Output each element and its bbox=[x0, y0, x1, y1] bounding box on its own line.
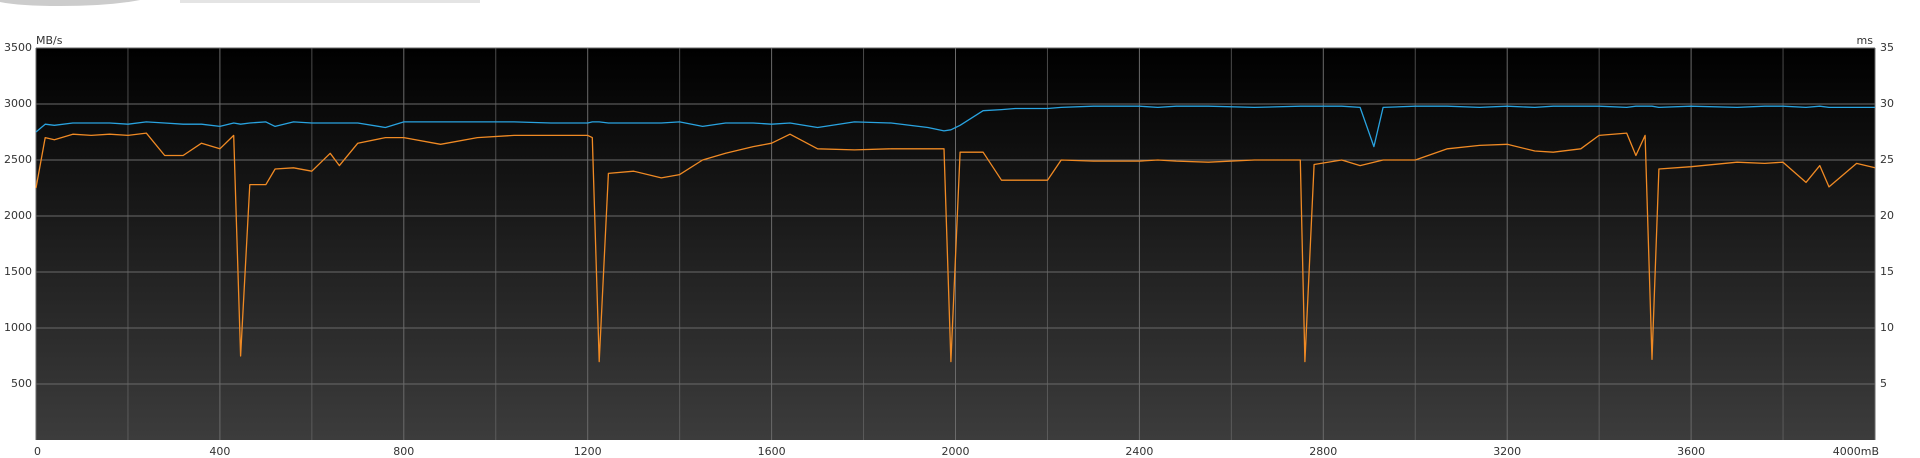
y-tick-label: 500 bbox=[11, 377, 32, 390]
y2-tick-label: 20 bbox=[1880, 209, 1894, 222]
y-tick-label: 1000 bbox=[4, 321, 32, 334]
y-tick-label: 3500 bbox=[4, 41, 32, 54]
y2-tick-label: 5 bbox=[1880, 377, 1887, 390]
x-tick-label: 1200 bbox=[574, 445, 602, 458]
x-tick-label: 800 bbox=[393, 445, 414, 458]
x-tick-label: 3200 bbox=[1493, 445, 1521, 458]
x-tick-label: 1600 bbox=[758, 445, 786, 458]
y2-axis-label: ms bbox=[1857, 34, 1874, 47]
x-tick-label: 0 bbox=[34, 445, 41, 458]
x-tick-label: 2000 bbox=[942, 445, 970, 458]
x-tick-label: 2800 bbox=[1309, 445, 1337, 458]
y2-tick-label: 15 bbox=[1880, 265, 1894, 278]
window-edge bbox=[180, 0, 480, 3]
y-tick-label: 2500 bbox=[4, 153, 32, 166]
series-line bbox=[35, 132, 1876, 363]
x-tick-label: 2400 bbox=[1125, 445, 1153, 458]
y-tick-label: 3000 bbox=[4, 97, 32, 110]
y-tick-label: 2000 bbox=[4, 209, 32, 222]
y2-tick-label: 25 bbox=[1880, 153, 1894, 166]
y2-tick-label: 35 bbox=[1880, 41, 1894, 54]
y2-tick-label: 10 bbox=[1880, 321, 1894, 334]
y2-tick-label: 30 bbox=[1880, 97, 1894, 110]
x-tick-label: 3600 bbox=[1677, 445, 1705, 458]
x-tick-label: 4000mB bbox=[1833, 445, 1879, 458]
y-tick-label: 1500 bbox=[4, 265, 32, 278]
y-axis-label: MB/s bbox=[36, 34, 63, 47]
x-tick-label: 400 bbox=[209, 445, 230, 458]
window-edge bbox=[0, 0, 140, 6]
series-line bbox=[35, 105, 1875, 148]
